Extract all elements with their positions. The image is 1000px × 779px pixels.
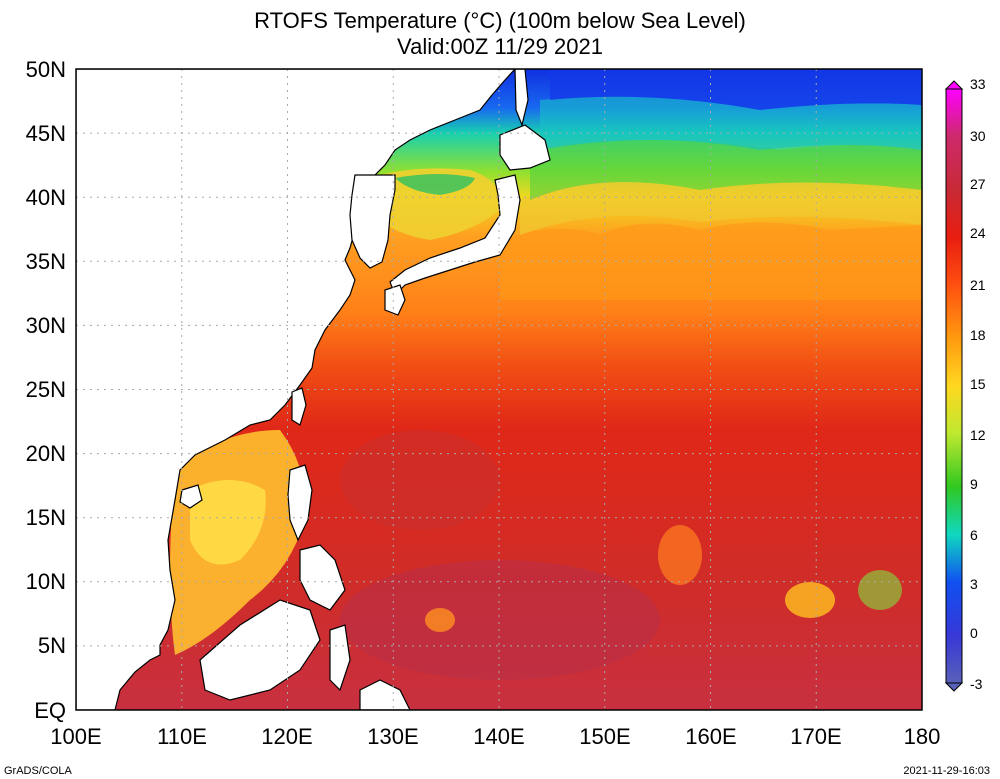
lon-label-130e: 130E	[367, 724, 418, 749]
japan-hokkaido	[499, 124, 551, 171]
colorbar-label-15: 15	[970, 376, 986, 392]
lon-label-180: 180	[904, 724, 941, 749]
lon-label-110e: 110E	[157, 724, 207, 749]
philippines-luzon	[287, 464, 313, 542]
colorbar: 33 30 27 24 21 18 15 12 9 6 3 0 -3	[944, 76, 986, 692]
lon-label-170e: 170E	[790, 724, 841, 749]
colorbar-label-3: 3	[970, 576, 978, 592]
japan-kyushu	[384, 284, 406, 316]
colorbar-label-6: 6	[970, 527, 978, 543]
graticule	[76, 69, 922, 710]
colorbar-label-30: 30	[970, 128, 986, 144]
map-title: RTOFS Temperature (°C) (100m below Sea L…	[254, 8, 746, 33]
lon-label-150e: 150E	[579, 724, 630, 749]
lat-label-20n: 20N	[26, 441, 66, 466]
borneo	[199, 599, 321, 701]
map-valid-time: Valid:00Z 11/29 2021	[397, 34, 603, 59]
lat-axis: 50N 45N 40N 35N 30N 25N 20N 15N 10N 5N E…	[26, 57, 66, 723]
colorbar-top-arrow	[944, 80, 964, 90]
lat-label-40n: 40N	[26, 185, 66, 210]
land-masses	[76, 69, 551, 710]
taiwan	[291, 387, 307, 426]
lat-label-25n: 25N	[26, 377, 66, 402]
new-guinea-edge	[359, 679, 411, 710]
philippines-south	[299, 544, 346, 611]
colorbar-label-12: 12	[970, 427, 986, 443]
lat-label-35n: 35N	[26, 249, 66, 274]
lat-label-45n: 45N	[26, 121, 66, 146]
lon-axis: 100E 110E 120E 130E 140E 150E 160E 170E …	[50, 724, 940, 749]
colorbar-label-24: 24	[970, 225, 986, 241]
lat-label-10n: 10N	[26, 569, 66, 594]
lat-label-30n: 30N	[26, 313, 66, 338]
lon-label-140e: 140E	[473, 724, 524, 749]
lat-label-eq: EQ	[34, 698, 66, 723]
colorbar-label-18: 18	[970, 327, 986, 343]
footer-credit: GrADS/COLA	[4, 765, 72, 777]
colorbar-bottom-arrow	[944, 682, 964, 692]
colorbar-label-0: 0	[970, 625, 978, 641]
colorbar-label-21: 21	[970, 277, 986, 293]
colorbar-label-minus3: -3	[970, 676, 983, 692]
footer-timestamp: 2021-11-29-16:03	[903, 765, 990, 777]
asian-mainland	[76, 69, 516, 710]
hainan	[179, 484, 203, 509]
sakhalin	[514, 69, 529, 127]
lat-label-5n: 5N	[38, 633, 66, 658]
plot-frame	[75, 68, 923, 711]
lon-label-100e: 100E	[50, 724, 101, 749]
sulawesi	[329, 624, 351, 692]
colorbar-label-33: 33	[970, 76, 986, 92]
colorbar-label-9: 9	[970, 476, 978, 492]
korean-peninsula	[349, 174, 396, 269]
colorbar-label-27: 27	[970, 176, 986, 192]
lat-label-50n: 50N	[26, 57, 66, 82]
lat-label-15n: 15N	[26, 505, 66, 530]
colorbar-scale	[945, 88, 963, 684]
lon-label-160e: 160E	[685, 724, 736, 749]
lon-label-120e: 120E	[261, 724, 312, 749]
